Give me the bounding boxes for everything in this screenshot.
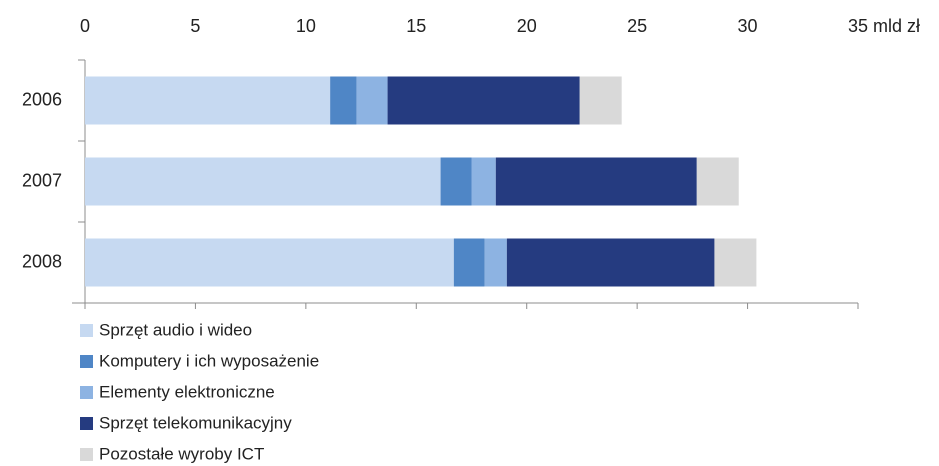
bar-segment — [471, 157, 496, 206]
legend-label: Komputery i ich wyposażenie — [99, 351, 319, 370]
legend-label: Sprzęt telekomunikacyjny — [99, 413, 292, 432]
legend-swatch — [80, 448, 93, 461]
bar-segment — [495, 157, 697, 206]
legend-label: Sprzęt audio i wideo — [99, 320, 252, 339]
x-tick-label: 0 — [80, 16, 90, 36]
x-tick-label: 25 — [627, 16, 647, 36]
x-tick-label: 15 — [406, 16, 426, 36]
bar-segment — [85, 76, 331, 125]
bar-segment — [506, 238, 715, 287]
x-tick-label: 5 — [190, 16, 200, 36]
legend-swatch — [80, 417, 93, 430]
bar-segment — [484, 238, 507, 287]
x-tick-label: 20 — [517, 16, 537, 36]
y-tick-label: 2007 — [22, 170, 62, 190]
bar-segment — [696, 157, 739, 206]
legend-swatch — [80, 324, 93, 337]
x-tick-label: 30 — [738, 16, 758, 36]
y-tick-label: 2006 — [22, 89, 62, 109]
bar-segment — [387, 76, 580, 125]
bar-segment — [579, 76, 622, 125]
y-tick-label: 2008 — [22, 251, 62, 271]
bar-segment — [356, 76, 388, 125]
legend-swatch — [80, 355, 93, 368]
bar-segment — [85, 157, 441, 206]
x-tick-label: 10 — [296, 16, 316, 36]
bar-segment — [85, 238, 454, 287]
legend-label: Elementy elektroniczne — [99, 382, 275, 401]
bar-segment — [440, 157, 472, 206]
legend-label: Pozostałe wyroby ICT — [99, 444, 264, 463]
bar-segment — [330, 76, 357, 125]
legend-swatch — [80, 386, 93, 399]
x-tick-label: 35 mld zł — [848, 16, 920, 36]
bar-segment — [714, 238, 757, 287]
bar-segment — [453, 238, 485, 287]
